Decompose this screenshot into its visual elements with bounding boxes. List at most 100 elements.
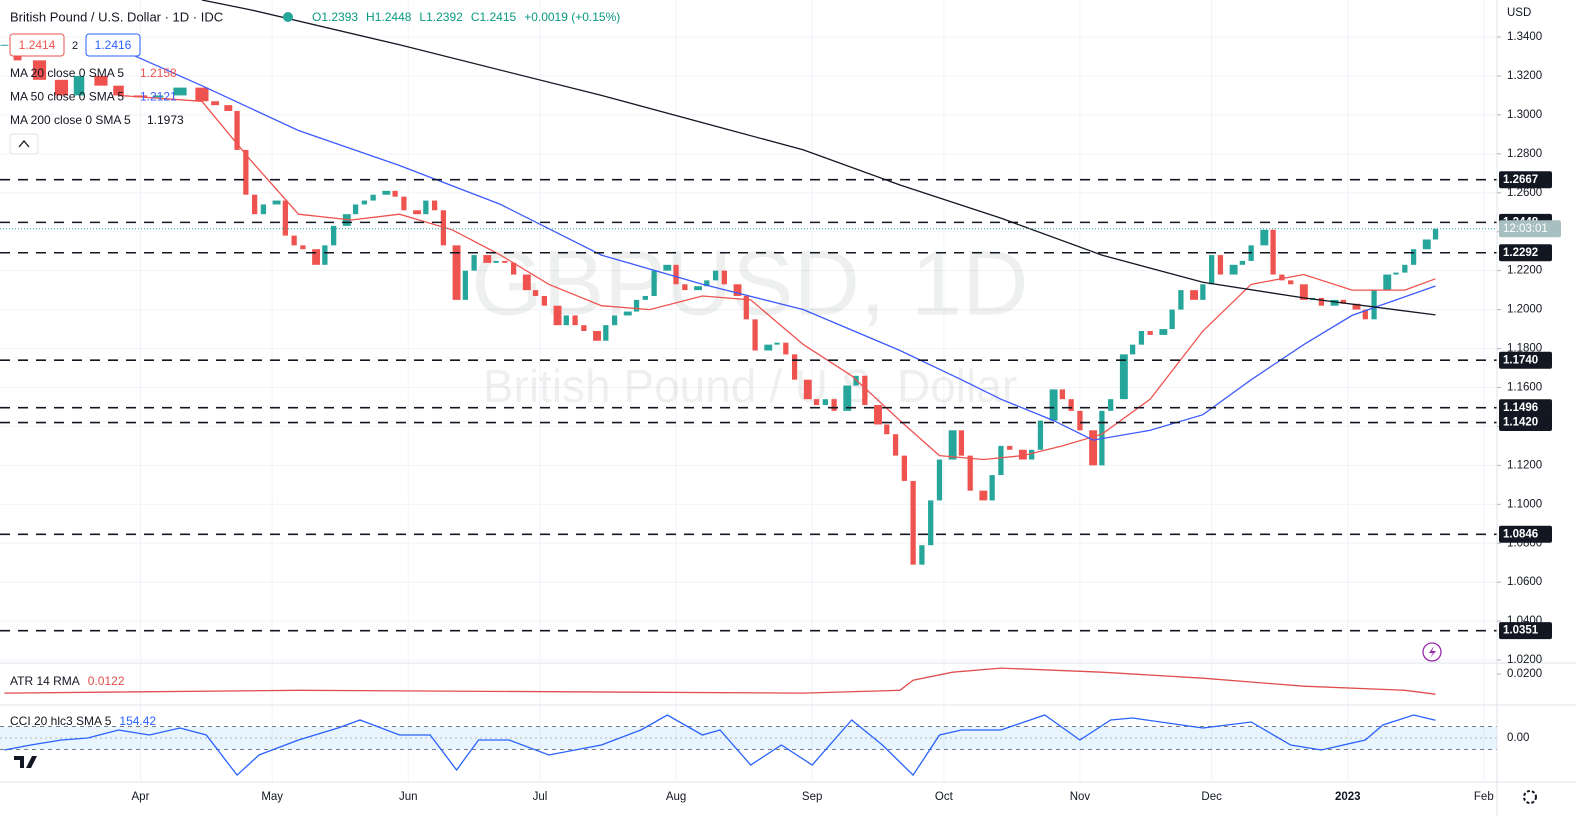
candle: [791, 354, 798, 380]
y-tick-label: 1.1600: [1507, 382, 1542, 394]
y-tick-label: 1.1200: [1507, 459, 1542, 471]
candle: [989, 475, 995, 501]
candle: [1318, 297, 1325, 306]
candle: [0, 44, 9, 46]
candle: [94, 75, 108, 86]
candle: [1138, 331, 1145, 345]
candle: [483, 255, 492, 263]
legend-value: 1.2158: [140, 66, 177, 80]
ask-price: 1.2416: [95, 38, 132, 52]
y-tick-label: 1.3400: [1507, 31, 1542, 43]
candle: [1077, 410, 1083, 431]
legend-value: 0.0122: [88, 674, 125, 688]
cci-band: [0, 726, 1497, 750]
countdown-box: [1499, 220, 1561, 238]
collapse-legend-button[interactable]: [9, 133, 39, 155]
ohlc-value: O1.2393: [312, 10, 358, 24]
candle: [152, 95, 164, 98]
candle: [752, 319, 758, 351]
y-tick-label: 1.2600: [1507, 187, 1542, 199]
pane-layer: ATR 14 RMA 0.0122 CCI 20 hlc3 SMA 5 154.42: [0, 667, 1497, 777]
currency-label[interactable]: USD: [1507, 7, 1531, 19]
candle: [1037, 420, 1044, 450]
candle: [1089, 430, 1098, 466]
candle: [874, 405, 882, 425]
candle: [1209, 255, 1215, 285]
candle: [462, 270, 468, 300]
candle: [892, 434, 899, 456]
candle: [593, 331, 601, 341]
y-tick-label: 0.0200: [1507, 668, 1542, 680]
candle: [1169, 309, 1175, 330]
candle: [862, 375, 868, 406]
candle: [522, 274, 531, 291]
legend-value: 1.1973: [147, 113, 184, 127]
chevron-icon: [18, 139, 30, 148]
candle: [272, 200, 281, 205]
y-tick-label: 1.3200: [1507, 70, 1542, 82]
settings-icon[interactable]: [1523, 790, 1537, 804]
candle: [673, 264, 679, 285]
candle: [1108, 399, 1114, 411]
candle: [663, 264, 672, 271]
candle: [694, 286, 702, 291]
x-tick-label: Dec: [1201, 791, 1222, 803]
candle: [843, 385, 852, 411]
ohlc-value: C1.2415: [471, 10, 517, 24]
candle: [1147, 331, 1153, 335]
legend-label: MA 200 close 0 SMA 5: [10, 113, 131, 127]
candle: [733, 284, 742, 296]
candle: [831, 399, 837, 411]
x-tick-label: Jun: [399, 791, 418, 803]
candle: [936, 459, 943, 501]
level-label-box: [1499, 525, 1552, 543]
candle: [682, 284, 688, 291]
candle: [471, 255, 477, 271]
level-label: 1.2667: [1503, 174, 1538, 186]
candle: [884, 424, 890, 435]
candle: [1068, 399, 1074, 411]
candle: [1288, 280, 1294, 285]
candle: [1299, 284, 1308, 300]
candle: [502, 260, 508, 263]
candle: [1229, 264, 1238, 275]
candle: [572, 315, 578, 326]
x-tick-label: Apr: [132, 791, 150, 803]
candle: [712, 270, 719, 281]
candle: [1393, 272, 1399, 275]
candle: [413, 210, 422, 215]
candle: [1432, 228, 1439, 240]
candle: [1402, 264, 1408, 273]
candle: [32, 60, 47, 80]
candle: [1352, 303, 1361, 310]
candle: [1159, 329, 1168, 335]
countdown: 12:03:01: [1503, 223, 1548, 235]
tradingview-logo[interactable]: [14, 756, 37, 768]
x-tick-label: Jul: [533, 791, 548, 803]
candle: [642, 295, 648, 300]
y-tick-label: 1.2200: [1507, 265, 1542, 277]
candle: [211, 101, 220, 106]
buy-button[interactable]: [85, 33, 141, 57]
candle: [1383, 274, 1392, 291]
legend-value: 1.2121: [140, 90, 177, 104]
candle: [1029, 449, 1035, 460]
lightning-icon: [1429, 646, 1436, 658]
candle: [331, 225, 337, 246]
spread: 2: [72, 40, 78, 52]
y-tick-label: 1.1000: [1507, 498, 1542, 510]
market-status[interactable]: [283, 12, 293, 22]
candle: [998, 445, 1004, 476]
y-tick-label: 1.0600: [1507, 576, 1542, 588]
candle: [300, 245, 306, 250]
level-label: 1.1496: [1503, 402, 1538, 414]
candle: [234, 110, 240, 150]
x-tick-label: Oct: [935, 791, 954, 803]
plot-layer: [0, 0, 1497, 632]
candle: [1410, 249, 1417, 265]
sell-button[interactable]: [9, 33, 65, 57]
candle: [603, 325, 609, 341]
candle: [764, 344, 773, 351]
level-label: 1.2292: [1503, 247, 1538, 259]
